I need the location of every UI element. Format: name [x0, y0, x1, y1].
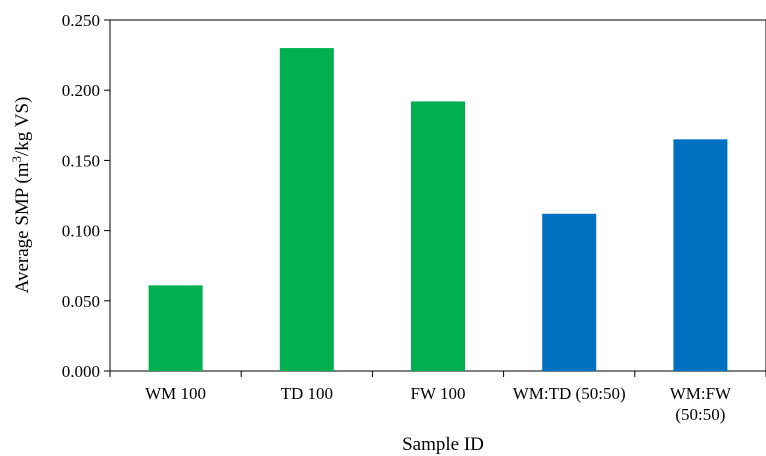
- x-tick-label: WM:FW (50:50): [670, 384, 732, 424]
- y-axis-title-sup: 3: [9, 156, 24, 163]
- x-tick-label-line: TD 100: [281, 384, 333, 403]
- x-tick-label: TD 100: [281, 384, 333, 403]
- x-tick-label-line: WM:TD (50:50): [513, 384, 626, 403]
- x-axis: WM 100 TD 100 FW 100 WM:TD (50:50) WM:FW (50:…: [109, 371, 766, 424]
- x-tick-label: WM 100: [145, 384, 206, 403]
- y-tick-label: 0.200: [62, 81, 100, 100]
- y-axis-title-post: /kg VS): [12, 97, 33, 156]
- x-axis-title: Sample ID: [402, 434, 484, 455]
- x-tick-label-line: WM 100: [145, 384, 206, 403]
- y-axis-title: Average SMP (m3/kg VS): [9, 97, 33, 294]
- y-axis: 0.000 0.050 0.100 0.150 0.200 0.250: [62, 11, 110, 381]
- x-tick-label-line: FW 100: [411, 384, 466, 403]
- x-tick-label-line: (50:50): [675, 405, 725, 424]
- y-axis-title-pre: Average SMP (m: [12, 162, 33, 293]
- x-tick-label-line: WM:FW: [670, 384, 732, 403]
- bar: [279, 48, 334, 372]
- x-tick-label: WM:TD (50:50): [513, 384, 626, 403]
- y-tick-label: 0.150: [62, 151, 100, 170]
- bars: [148, 48, 728, 372]
- y-tick-label: 0.100: [62, 222, 100, 241]
- x-tick-label: FW 100: [411, 384, 466, 403]
- y-tick-label: 0.250: [62, 11, 100, 30]
- y-tick-label: 0.000: [62, 362, 100, 381]
- y-tick-label: 0.050: [62, 292, 100, 311]
- bar: [673, 139, 728, 371]
- bar: [542, 213, 597, 371]
- bar: [148, 285, 203, 371]
- bar: [411, 101, 465, 371]
